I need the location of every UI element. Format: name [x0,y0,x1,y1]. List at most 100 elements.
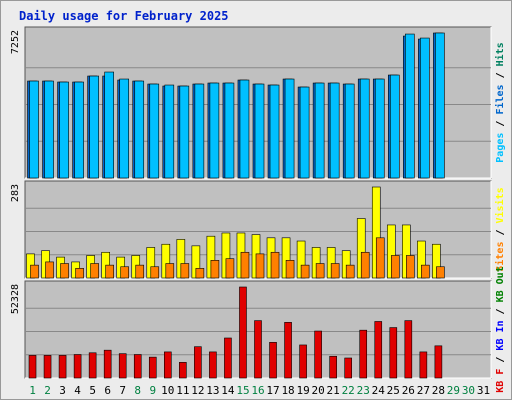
bar-files [284,78,295,179]
x-tick-label: 7 [119,384,126,397]
bar-kbf [209,351,217,379]
legend-part: Pages [495,133,506,163]
bar-files [29,80,39,179]
bar-kbf [224,337,232,379]
bar-sites [75,268,84,279]
bar-sites [30,264,39,279]
axis-legend-label: Pages / Files / Hits [494,42,506,162]
bar-kbf [434,345,443,379]
x-axis-labels: 1 2 3 4 5 6 7 8 9 10 11 12 13 14 15 16 17 18 19 20 21 22 23 24 2… [29,384,490,397]
bar-files [149,83,160,179]
x-tick-label: 11 [176,384,189,397]
bar-kbf [73,354,82,379]
x-tick-label: 30 [462,384,475,397]
x-tick-label: 31 [477,384,490,397]
x-tick-label: 12 [191,384,204,397]
x-tick-label: 13 [206,384,219,397]
x-tick-label: 10 [161,384,174,397]
bar-files [59,81,69,179]
bar-sites [270,251,280,279]
legend-part: / [495,115,506,133]
legend-part: Visits [494,187,506,223]
y-max-label: 7252 [10,30,21,54]
legend-part: Files [494,84,506,114]
x-tick-label: 27 [417,384,430,397]
x-tick-label: 4 [74,384,81,397]
x-tick-label: 5 [89,384,96,397]
x-tick-label: 25 [387,384,400,397]
y-max-label: 283 [10,184,21,202]
bar-sites [105,264,114,279]
axis-legend-label: Sites / Visits [494,187,506,271]
bar-sites [135,264,145,279]
bar-files [435,32,445,179]
bar-kbf [164,351,172,379]
bar-sites [225,258,235,279]
x-tick-label: 8 [134,384,141,397]
legend-part: KB F [495,369,506,393]
x-tick-label: 15 [236,384,249,397]
bar-sites [421,264,430,279]
bar-sites [300,264,310,279]
bar-kbf [103,349,112,379]
x-tick-label: 14 [221,384,235,397]
bar-kbf [179,362,187,379]
bar-files [209,82,220,179]
bar-files [134,80,145,179]
bar-kbf [269,342,277,379]
bar-sites [240,251,250,279]
bar-sites [406,255,415,279]
bar-files [119,78,130,179]
bar-files [420,37,430,179]
legend-part: / [495,351,506,369]
bar-sites [120,266,130,279]
x-tick-label: 29 [447,384,460,397]
bar-kbf [299,344,307,379]
bar-kbf [404,320,413,379]
chart-title: Daily usage for February 2025 [19,9,229,23]
bar-files [44,80,54,179]
bar-files [89,75,99,179]
x-tick-label: 2 [44,384,51,397]
legend-part: KB Out [495,266,506,302]
bar-kbf [344,357,352,379]
bar-sites [195,268,205,279]
bar-sites [285,260,295,279]
bar-files [314,82,325,179]
bar-files [194,83,205,179]
x-tick-label: 18 [281,384,294,397]
bar-kbf [58,355,67,379]
x-tick-label: 21 [327,384,340,397]
bar-kbf [194,346,202,379]
bar-files [164,84,175,179]
x-tick-label: 22 [342,384,355,397]
bar-files [104,71,114,179]
bar-files [299,86,310,179]
bar-sites [360,251,370,279]
bar-files [224,82,235,179]
bar-sites [90,263,99,279]
legend-part: Sites [494,242,506,272]
bar-sites [165,263,175,279]
bar-sites [255,253,265,279]
bar-kbf [254,320,262,379]
y-max-label: 52328 [10,284,21,314]
bar-files [359,78,370,179]
x-tick-label: 9 [149,384,156,397]
bar-kbf [88,352,97,379]
bar-kbf [133,354,142,379]
bar-kbf [359,329,368,379]
x-tick-label: 28 [432,384,445,397]
bar-files [344,83,355,179]
bar-files [374,78,385,179]
x-tick-label: 3 [59,384,66,397]
bar-files [74,81,84,179]
x-tick-label: 24 [372,384,386,397]
bar-files [269,84,280,179]
bar-kbf [314,330,322,379]
legend-part: / [495,302,506,320]
bar-sites [315,263,325,279]
panel-hits: 7252 Pages / Files / Hits [10,26,506,179]
